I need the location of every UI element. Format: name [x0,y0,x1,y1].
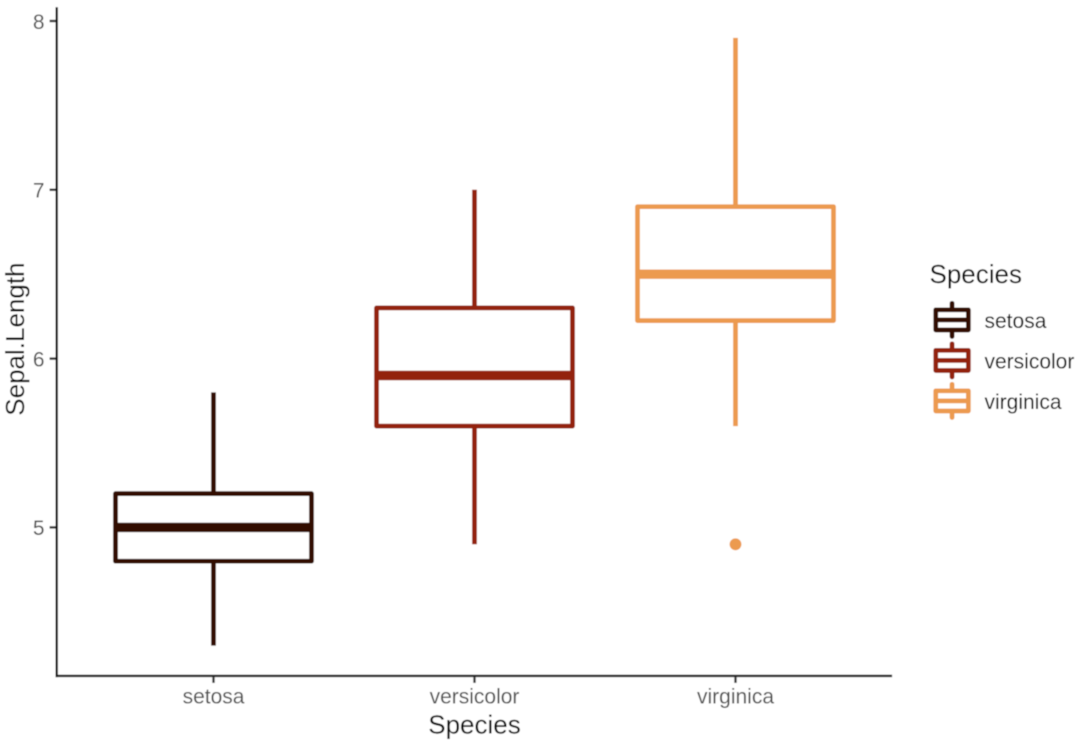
svg-text:Species: Species [930,259,1023,289]
svg-text:setosa: setosa [985,310,1047,333]
svg-text:5: 5 [33,517,45,540]
svg-text:setosa: setosa [183,686,245,709]
svg-text:7: 7 [33,180,45,203]
svg-text:versicolor: versicolor [430,686,520,709]
svg-text:virginica: virginica [697,686,774,709]
svg-text:versicolor: versicolor [985,351,1075,374]
svg-text:6: 6 [33,348,45,371]
svg-text:virginica: virginica [985,391,1062,414]
svg-text:Sepal.Length: Sepal.Length [0,262,30,415]
svg-text:Species: Species [428,709,521,739]
svg-text:8: 8 [33,11,45,34]
